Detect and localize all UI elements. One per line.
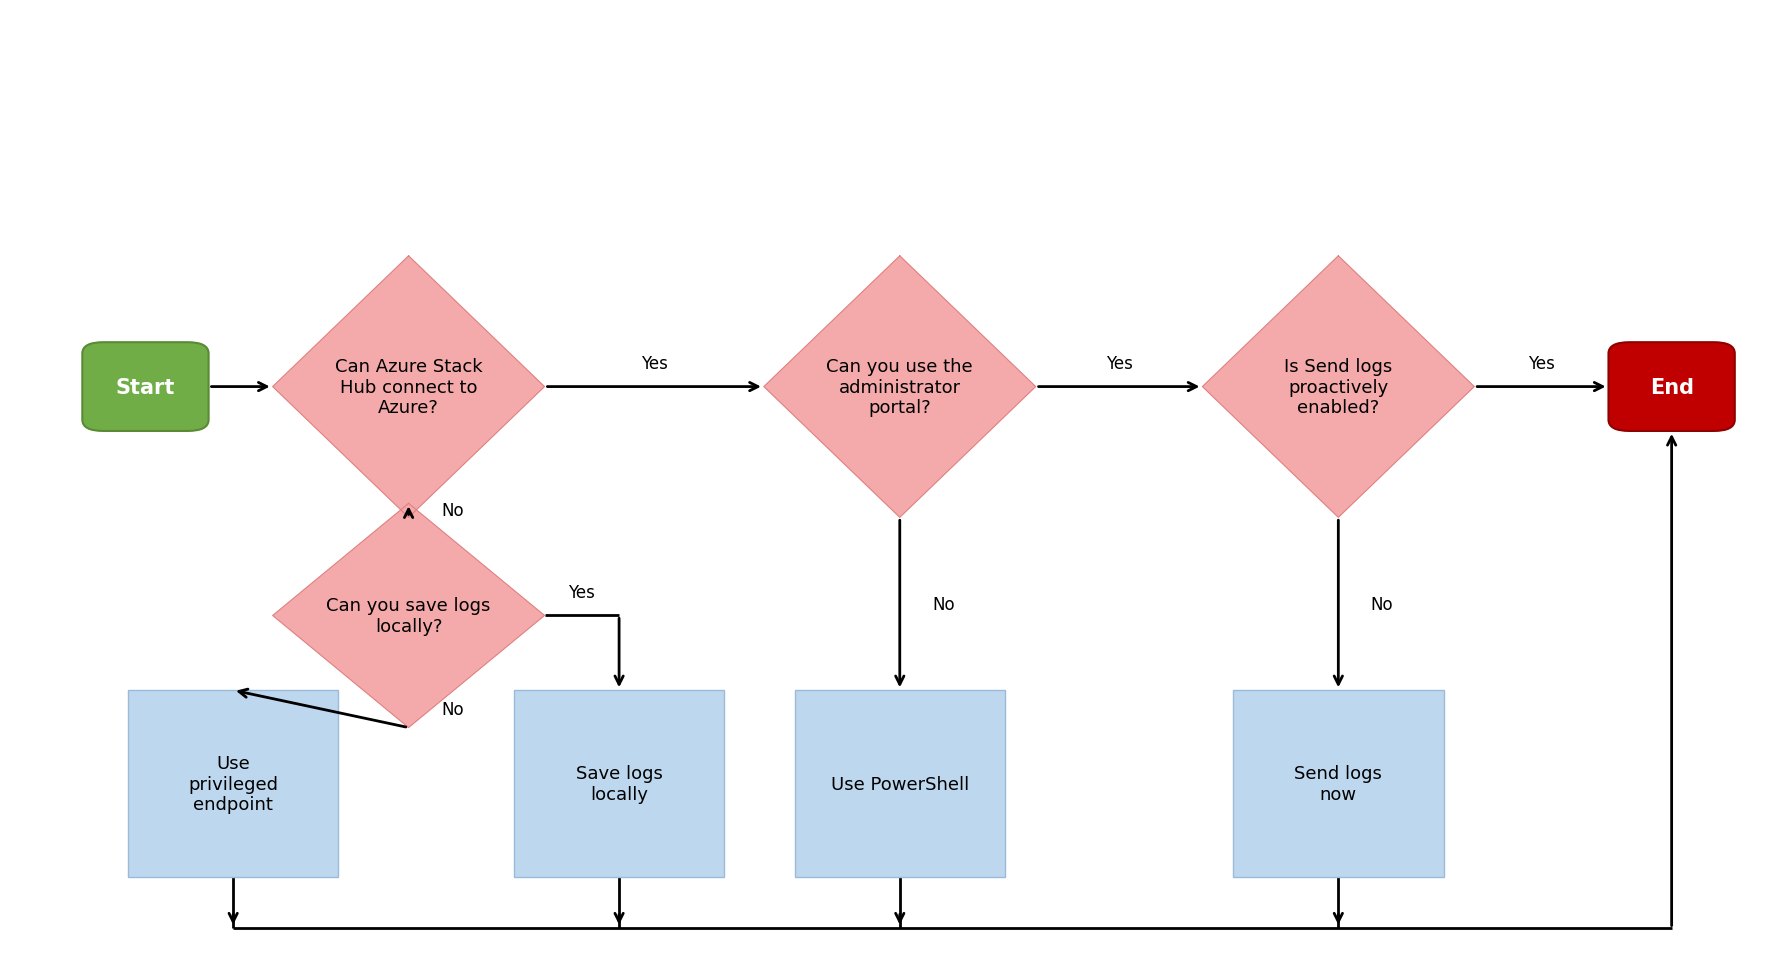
FancyBboxPatch shape — [82, 343, 208, 431]
Text: Start: Start — [116, 377, 175, 397]
Text: Yes: Yes — [568, 583, 595, 602]
Text: Save logs
locally: Save logs locally — [576, 764, 663, 803]
Polygon shape — [1203, 257, 1474, 518]
Text: No: No — [442, 502, 463, 520]
Text: Yes: Yes — [1527, 355, 1556, 373]
Text: No: No — [1370, 595, 1394, 613]
FancyBboxPatch shape — [1233, 691, 1443, 877]
Text: No: No — [442, 701, 463, 718]
Text: Can you use the
administrator
portal?: Can you use the administrator portal? — [827, 357, 973, 417]
FancyBboxPatch shape — [1609, 343, 1736, 431]
Text: Send logs
now: Send logs now — [1294, 764, 1383, 803]
Text: Is Send logs
proactively
enabled?: Is Send logs proactively enabled? — [1285, 357, 1392, 417]
Text: No: No — [932, 595, 955, 613]
Text: Yes: Yes — [642, 355, 668, 373]
Polygon shape — [273, 504, 545, 727]
Text: Can you save logs
locally?: Can you save logs locally? — [326, 597, 490, 635]
Polygon shape — [764, 257, 1035, 518]
Text: Use
privileged
endpoint: Use privileged endpoint — [189, 754, 278, 814]
FancyBboxPatch shape — [128, 691, 339, 877]
Polygon shape — [273, 257, 545, 518]
Text: Yes: Yes — [1105, 355, 1133, 373]
FancyBboxPatch shape — [513, 691, 723, 877]
Text: Use PowerShell: Use PowerShell — [830, 775, 969, 793]
Text: End: End — [1650, 377, 1693, 397]
FancyBboxPatch shape — [795, 691, 1005, 877]
Text: Can Azure Stack
Hub connect to
Azure?: Can Azure Stack Hub connect to Azure? — [335, 357, 483, 417]
